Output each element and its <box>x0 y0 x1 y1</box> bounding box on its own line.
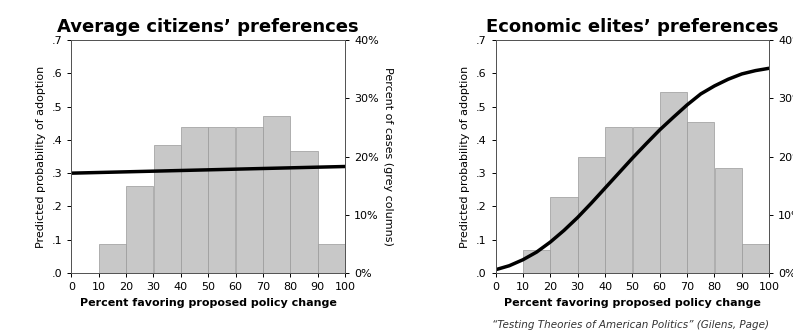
Bar <box>290 151 317 273</box>
Bar <box>742 244 769 273</box>
Bar <box>688 122 714 273</box>
Bar <box>181 127 208 273</box>
Y-axis label: Percent of cases (grey columns): Percent of cases (grey columns) <box>383 67 393 246</box>
X-axis label: Percent favoring proposed policy change: Percent favoring proposed policy change <box>80 298 337 308</box>
Title: Economic elites’ preferences: Economic elites’ preferences <box>486 18 779 36</box>
Bar <box>523 250 550 273</box>
Y-axis label: Predicted probability of adoption: Predicted probability of adoption <box>460 65 470 248</box>
Bar <box>550 197 577 273</box>
Bar <box>154 145 181 273</box>
Text: “Testing Theories of American Politics” (Gilens, Page): “Testing Theories of American Politics” … <box>492 320 769 330</box>
Bar <box>126 186 153 273</box>
X-axis label: Percent favoring proposed policy change: Percent favoring proposed policy change <box>504 298 760 308</box>
Bar <box>318 244 345 273</box>
Bar <box>578 157 605 273</box>
Bar <box>99 244 126 273</box>
Bar <box>714 168 741 273</box>
Bar <box>263 116 290 273</box>
Bar <box>660 93 687 273</box>
Bar <box>633 127 660 273</box>
Bar <box>605 127 632 273</box>
Bar <box>236 127 262 273</box>
Title: Average citizens’ preferences: Average citizens’ preferences <box>57 18 359 36</box>
Bar <box>209 127 236 273</box>
Y-axis label: Predicted probability of adoption: Predicted probability of adoption <box>36 65 46 248</box>
